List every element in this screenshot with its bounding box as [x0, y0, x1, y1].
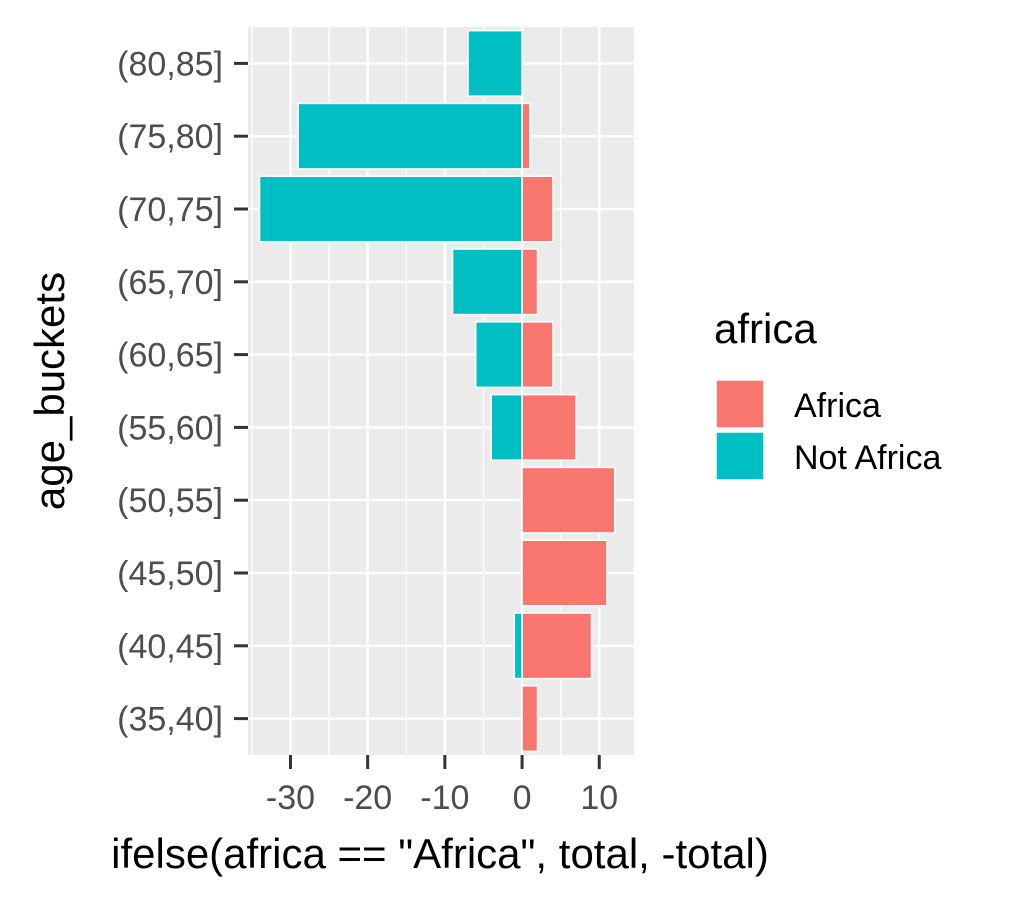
y-tick-label: (50,55] [117, 482, 223, 520]
y-tick-label: (65,70] [117, 264, 223, 302]
bar [521, 393, 577, 461]
y-axis: (35,40] (40,45] (45,50] (50,55] (55,60] (60,6… [117, 45, 248, 739]
y-tick-label: (70,75] [117, 191, 223, 229]
x-tick-label: 0 [513, 779, 532, 817]
bar [521, 466, 616, 534]
bar [521, 321, 554, 389]
y-tick-label: (45,50] [117, 555, 223, 593]
y-tick-label: (40,45] [117, 628, 223, 666]
x-axis-title: ifelse(africa == "Africa", total, -total… [111, 830, 769, 877]
legend-swatch [715, 431, 765, 481]
legend-items: Africa Not Africa [715, 379, 941, 481]
x-tick-label: -30 [266, 779, 315, 817]
x-tick-label: -20 [343, 779, 392, 817]
bar [258, 175, 523, 243]
legend-title: africa [714, 305, 817, 352]
legend-swatch [715, 379, 765, 429]
x-axis: -30 -20 -10 0 10 [266, 755, 618, 817]
bar [521, 539, 608, 607]
bar [297, 102, 523, 170]
y-axis-title: age_buckets [26, 272, 73, 510]
bar [474, 321, 523, 389]
bar [521, 102, 531, 170]
bar [451, 248, 523, 316]
bar [467, 29, 523, 97]
bar [521, 248, 539, 316]
y-tick-label: (60,65] [117, 337, 223, 375]
legend-label: Not Africa [794, 439, 941, 477]
x-tick-label: -10 [420, 779, 469, 817]
y-tick-label: (55,60] [117, 409, 223, 447]
y-tick-label: (35,40] [117, 701, 223, 739]
legend-label: Africa [794, 387, 881, 425]
bar [513, 612, 523, 680]
x-tick-label: 10 [580, 779, 618, 817]
y-tick-label: (80,85] [117, 45, 223, 83]
y-tick-label: (75,80] [117, 118, 223, 156]
legend: africa Africa Not Africa [714, 305, 941, 481]
bar [490, 393, 523, 461]
bar [521, 685, 539, 753]
bar [521, 612, 593, 680]
bars [258, 29, 616, 753]
bar [521, 175, 554, 243]
